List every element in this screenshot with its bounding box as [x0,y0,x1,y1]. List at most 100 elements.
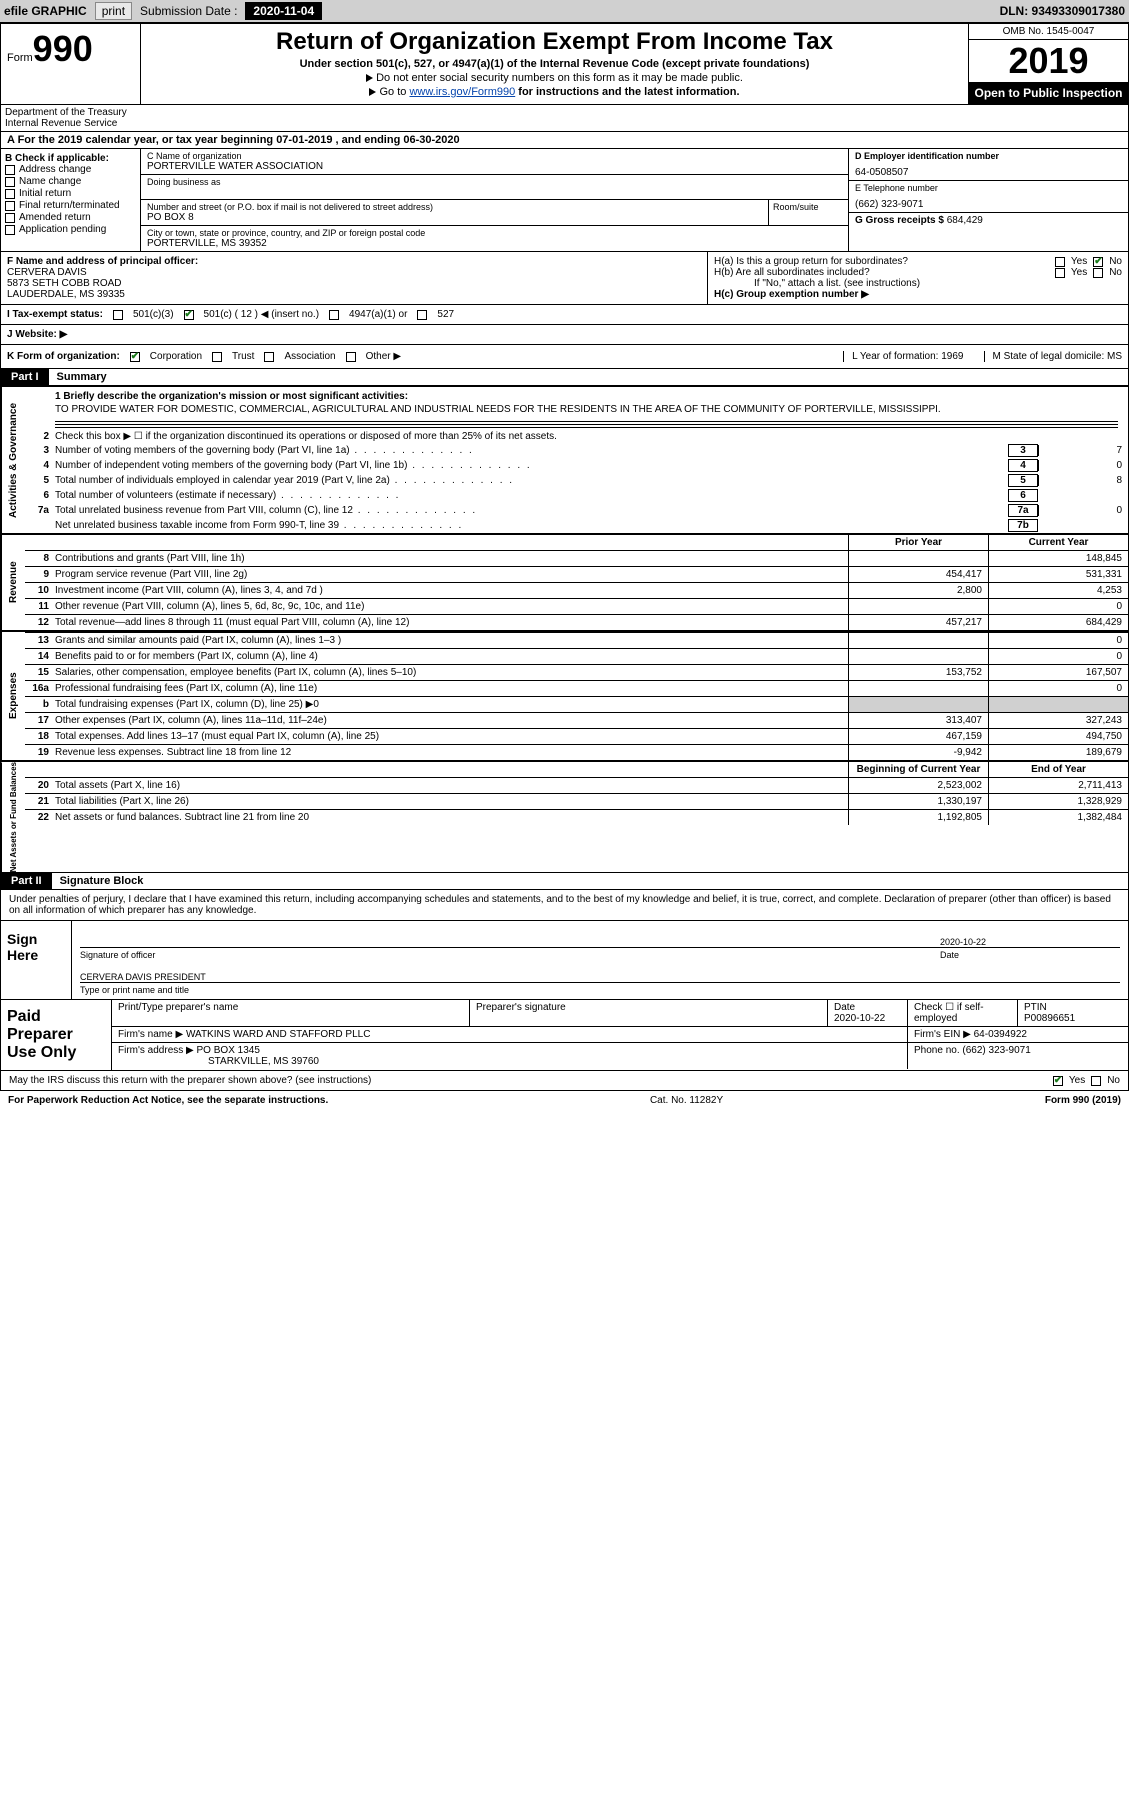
cb-address-change[interactable] [5,165,15,175]
part-2: Part II Signature Block [0,873,1129,890]
street-cell: Number and street (or P.O. box if mail i… [141,200,768,226]
cb-527[interactable] [417,310,427,320]
vert-revenue: Revenue [1,535,25,630]
subtitle: Under section 501(c), 527, or 4947(a)(1)… [149,58,960,70]
year-cell: OMB No. 1545-0047 2019 Open to Public In… [968,24,1128,104]
form-version: Form 990 (2019) [1045,1095,1121,1106]
sig-date: 2020-10-22 [940,937,1120,947]
summary-line-6: 6Total number of volunteers (estimate if… [25,488,1128,503]
signature-block: Under penalties of perjury, I declare th… [0,890,1129,1091]
org-name-cell: C Name of organization PORTERVILLE WATER… [141,149,848,175]
firm-name: WATKINS WARD AND STAFFORD PLLC [186,1029,370,1040]
ha-no[interactable] [1093,257,1103,267]
preparer-grid: Print/Type preparer's name Preparer's si… [111,1000,1128,1070]
fin-line-14: 14Benefits paid to or for members (Part … [25,648,1128,664]
fin-line-11: 11Other revenue (Part VIII, column (A), … [25,598,1128,614]
summary-line-5: 5Total number of individuals employed in… [25,473,1128,488]
fin-line-8: 8Contributions and grants (Part VIII, li… [25,550,1128,566]
cb-assoc[interactable] [264,352,274,362]
sub-date-label: Submission Date : [140,4,237,18]
vert-expenses: Expenses [1,632,25,760]
officer-name: CERVERA DAVIS PRESIDENT [80,972,1120,982]
cb-name-change[interactable] [5,177,15,187]
row-f-h: F Name and address of principal officer:… [0,252,1129,305]
tax-exempt-row: I Tax-exempt status: 501(c)(3) 501(c) ( … [0,305,1129,325]
fin-line-21: 21Total liabilities (Part X, line 26)1,3… [25,793,1128,809]
fin-line-18: 18Total expenses. Add lines 13–17 (must … [25,728,1128,744]
col-c: C Name of organization PORTERVILLE WATER… [141,149,848,251]
fin-line-20: 20Total assets (Part X, line 16)2,523,00… [25,777,1128,793]
ha-yes[interactable] [1055,257,1065,267]
form-word: Form [7,52,33,64]
hb-no[interactable] [1093,268,1103,278]
main-title: Return of Organization Exempt From Incom… [149,28,960,56]
gross-receipts: 684,429 [947,215,983,226]
fin-line-17: 17Other expenses (Part IX, column (A), l… [25,712,1128,728]
summary-line-4: 4Number of independent voting members of… [25,458,1128,473]
website-row: J Website: ▶ [0,325,1129,345]
arrow-icon [369,88,376,96]
open-public-badge: Open to Public Inspection [969,82,1128,104]
vert-netassets: Net Assets or Fund Balances [1,762,25,872]
fin-line-15: 15Salaries, other compensation, employee… [25,664,1128,680]
street-address: PO BOX 8 [147,212,762,223]
hb-yes[interactable] [1055,268,1065,278]
cb-501c3[interactable] [113,310,123,320]
dept-row: Department of the Treasury Internal Reve… [0,105,1129,132]
part-2-tag: Part II [1,873,52,889]
phone-cell: E Telephone number (662) 323-9071 [849,181,1128,213]
dba-cell: Doing business as [141,175,848,200]
fin-line-9: 9Program service revenue (Part VIII, lin… [25,566,1128,582]
omb-number: OMB No. 1545-0047 [969,24,1128,40]
part-2-title: Signature Block [52,875,144,887]
cb-trust[interactable] [212,352,222,362]
print-button[interactable]: print [95,2,132,20]
suite-cell: Room/suite [768,200,848,226]
ein: 64-0508507 [855,167,1122,178]
paperwork-notice: For Paperwork Reduction Act Notice, see … [8,1095,328,1106]
part-1-title: Summary [49,371,107,383]
col-right: D Employer identification number 64-0508… [848,149,1128,251]
cb-amended[interactable] [5,213,15,223]
cb-other[interactable] [346,352,356,362]
officer-signature: 2020-10-22 Signature of officerDate CERV… [71,921,1128,999]
fin-line-12: 12Total revenue—add lines 8 through 11 (… [25,614,1128,630]
firm-ein: 64-0394922 [974,1029,1027,1040]
paid-preparer-label: Paid Preparer Use Only [1,1000,111,1070]
submission-date: 2020-11-04 [245,2,322,20]
cb-501c[interactable] [184,310,194,320]
firm-phone: (662) 323-9071 [962,1045,1030,1056]
discuss-no[interactable] [1091,1076,1101,1086]
irs-link[interactable]: www.irs.gov/Form990 [409,86,515,98]
dept-treasury: Department of the Treasury Internal Reve… [1,105,141,131]
discuss-yes[interactable] [1053,1076,1063,1086]
note-line-1: Do not enter social security numbers on … [149,72,960,84]
summary-line-7b: Net unrelated business taxable income fr… [25,518,1128,533]
org-name: PORTERVILLE WATER ASSOCIATION [147,161,842,172]
perjury-declaration: Under penalties of perjury, I declare th… [1,890,1128,920]
row-a-tax-year: A For the 2019 calendar year, or tax yea… [0,132,1129,149]
form-990: 990 [33,28,93,69]
phone: (662) 323-9071 [855,199,1122,210]
entity-info-row: B Check if applicable: Address change Na… [0,149,1129,252]
cb-4947[interactable] [329,310,339,320]
cb-initial-return[interactable] [5,189,15,199]
year-formation: L Year of formation: 1969 [843,351,963,362]
summary-line-7a: 7aTotal unrelated business revenue from … [25,503,1128,518]
state-domicile: M State of legal domicile: MS [984,351,1123,362]
tax-year: 2019 [969,40,1128,82]
mission-text: TO PROVIDE WATER FOR DOMESTIC, COMMERCIA… [55,404,1118,415]
cb-corp[interactable] [130,352,140,362]
form-number-cell: Form990 [1,24,141,104]
dln: DLN: 93493309017380 [1000,4,1125,18]
cat-no: Cat. No. 11282Y [328,1095,1045,1106]
city-cell: City or town, state or province, country… [141,226,848,251]
cb-app-pending[interactable] [5,225,15,235]
cb-final-return[interactable] [5,201,15,211]
arrow-icon [366,74,373,82]
principal-officer: F Name and address of principal officer:… [1,252,708,304]
part-2-header: Part II Signature Block [1,873,1128,889]
page-footer: For Paperwork Reduction Act Notice, see … [0,1091,1129,1110]
part-1-tag: Part I [1,369,49,385]
fin-line-22: 22Net assets or fund balances. Subtract … [25,809,1128,825]
